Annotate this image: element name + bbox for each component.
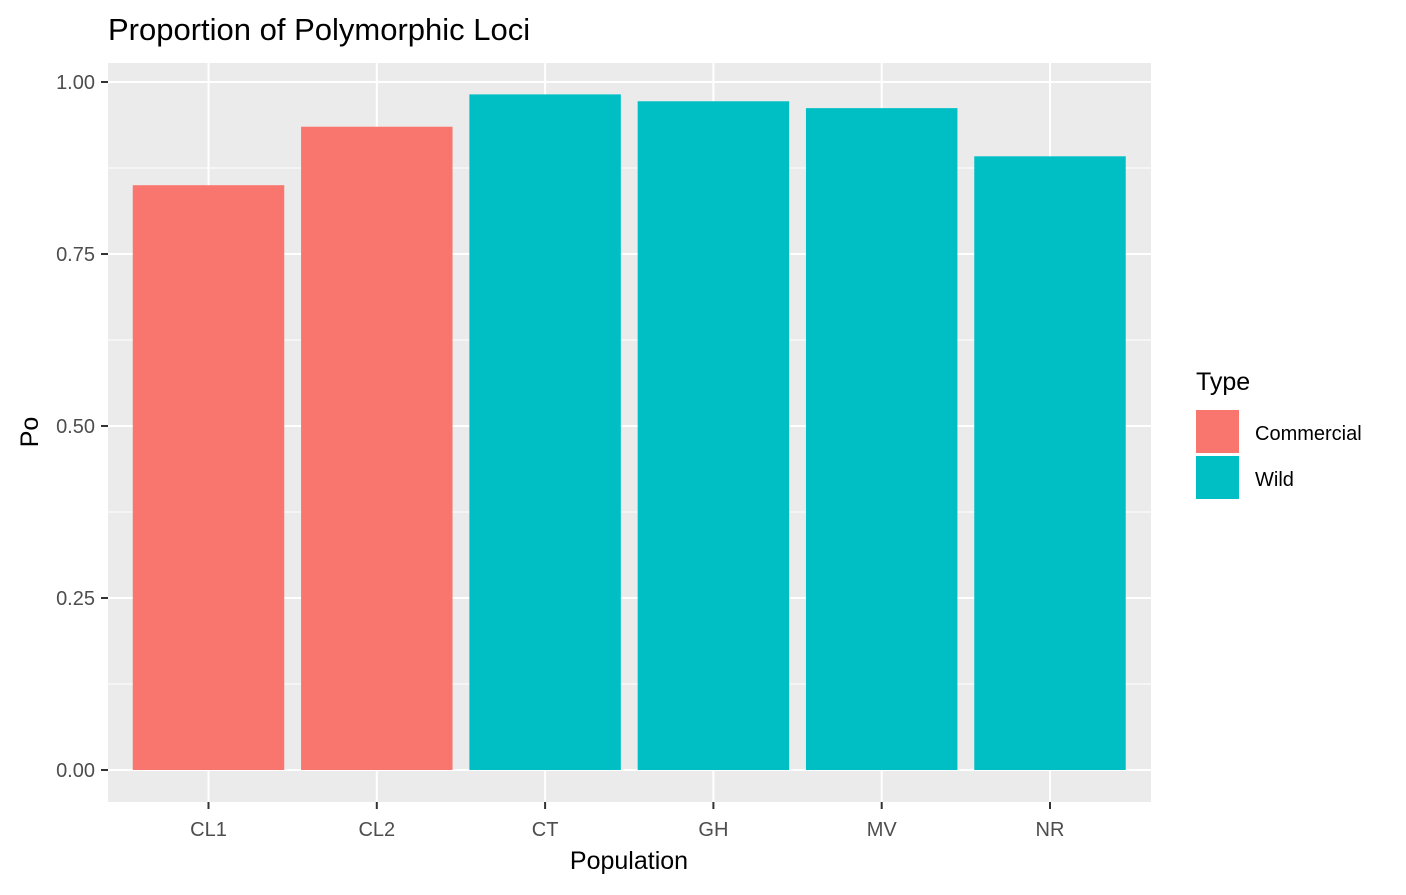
legend-key-commercial [1196,410,1239,453]
bar-ct [469,94,621,770]
y-axis-title: Po [16,417,44,448]
x-tick-label-cl1: CL1 [190,819,227,841]
bar-mv [805,108,958,771]
y-tick-label: 1.00 [56,72,95,94]
y-tick-label: 0.50 [56,416,95,438]
y-tick-label: 0.75 [56,244,95,266]
bar-gh [637,101,790,771]
x-tick-label-cl2: CL2 [358,819,395,841]
legend: Type Commercial Wild [1196,368,1362,499]
legend-label-wild: Wild [1255,469,1294,491]
legend-title: Type [1196,368,1250,396]
bars-group [132,94,1126,771]
chart-title: Proportion of Polymorphic Loci [108,12,530,47]
bar-nr [974,156,1126,770]
y-axis: 0.00 0.25 0.50 0.75 1.00 [56,72,108,782]
x-tick-label-ct: CT [532,819,559,841]
bar-cl1 [132,185,285,770]
x-axis: CL1 CL2 CT GH MV NR [190,802,1064,841]
y-tick-label: 0.00 [56,760,95,782]
bar-cl2 [301,126,453,771]
legend-label-commercial: Commercial [1255,423,1362,445]
legend-key-wild [1196,456,1239,499]
legend-entries: Commercial Wild [1196,410,1362,499]
y-tick-label: 0.25 [56,588,95,610]
x-tick-label-nr: NR [1036,819,1065,841]
x-tick-label-gh: GH [698,819,728,841]
x-tick-label-mv: MV [867,819,898,841]
x-axis-title: Population [570,847,688,875]
